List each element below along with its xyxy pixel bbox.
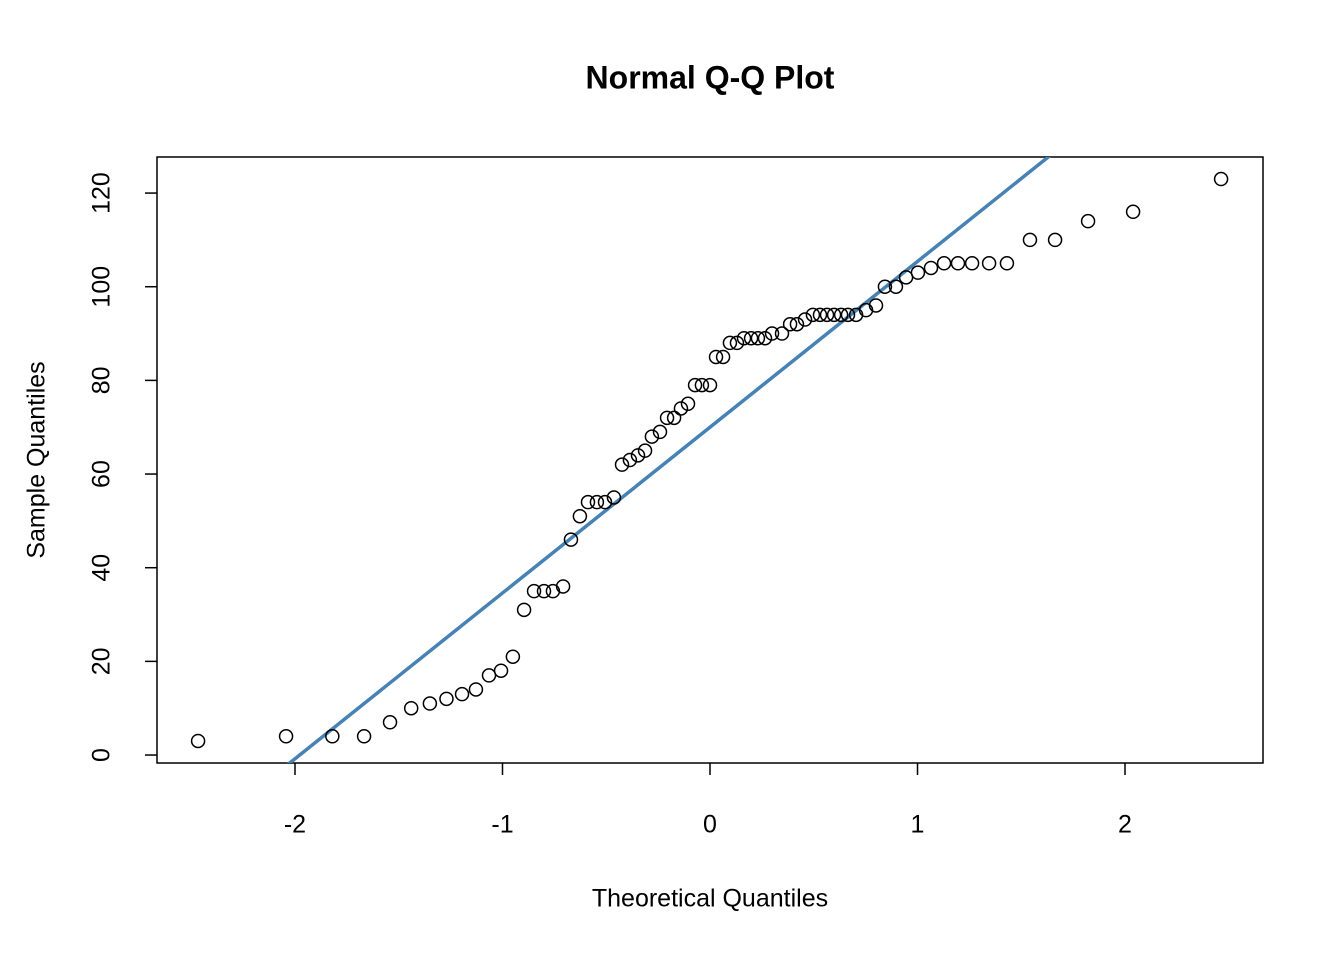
point (526, 583, 542, 599)
point (812, 307, 828, 323)
point (545, 583, 561, 599)
point (505, 649, 521, 664)
point (630, 448, 646, 463)
point (325, 729, 340, 744)
y-axis-label: Sample Quantiles (23, 361, 51, 558)
point (644, 429, 660, 444)
x-axis-label: Theoretical Quantiles (592, 885, 828, 913)
point (694, 377, 710, 393)
point (589, 494, 605, 510)
point (637, 443, 653, 458)
point (715, 349, 731, 365)
point (563, 532, 579, 547)
y-tick-label: 20 (88, 647, 116, 675)
point (439, 691, 454, 707)
point (1080, 213, 1096, 229)
point (898, 270, 914, 285)
point (702, 377, 718, 393)
point (666, 410, 682, 426)
y-tick-label: 100 (88, 266, 116, 308)
point (454, 686, 470, 702)
point (1047, 232, 1063, 248)
point (680, 396, 696, 412)
point (580, 494, 596, 510)
point (840, 307, 856, 323)
x-tick-label: -1 (491, 811, 513, 839)
point (729, 335, 745, 351)
point (833, 307, 849, 323)
point (774, 326, 790, 341)
point (789, 316, 805, 332)
point (382, 715, 398, 730)
point (652, 424, 668, 440)
point (826, 307, 842, 323)
point (964, 256, 980, 271)
point (950, 256, 966, 271)
point (819, 307, 835, 323)
point (797, 312, 813, 327)
point (1213, 171, 1229, 187)
point (278, 729, 294, 744)
point (356, 729, 372, 744)
y-tick-label: 120 (88, 172, 116, 214)
point (555, 579, 571, 594)
point (403, 700, 419, 716)
point (673, 401, 689, 416)
point (757, 330, 773, 346)
point (981, 256, 997, 271)
x-tick-label: -2 (284, 811, 306, 839)
y-tick-label: 80 (88, 366, 116, 394)
point (750, 330, 766, 346)
point (888, 279, 904, 294)
y-tick-label: 60 (88, 460, 116, 488)
point (422, 696, 438, 711)
y-tick-label: 0 (88, 748, 116, 762)
point (659, 410, 675, 426)
x-tick-label: 1 (911, 811, 925, 839)
point (1022, 232, 1038, 248)
point (614, 457, 630, 472)
plot-frame (156, 156, 1264, 764)
point (597, 494, 613, 510)
point (764, 326, 780, 341)
point (622, 452, 638, 468)
point (606, 490, 622, 505)
point (936, 256, 952, 271)
point (572, 508, 588, 524)
point (722, 335, 738, 351)
point (516, 602, 532, 618)
point (877, 279, 893, 294)
point (743, 330, 759, 346)
point (999, 256, 1015, 271)
point (782, 316, 798, 332)
point (910, 265, 926, 280)
point (923, 260, 939, 276)
y-tick-label: 40 (88, 554, 116, 582)
x-tick-label: 0 (703, 811, 717, 839)
x-tick-label: 2 (1118, 811, 1132, 839)
point (481, 668, 497, 683)
point (687, 377, 703, 393)
point (493, 663, 509, 678)
point (805, 307, 821, 323)
point (1125, 204, 1141, 220)
point (708, 349, 724, 365)
point (536, 583, 552, 599)
reference-line (286, 157, 1052, 763)
point (190, 733, 206, 749)
point (736, 330, 752, 346)
chart-title: Normal Q-Q Plot (586, 59, 835, 95)
point (468, 682, 484, 697)
point (868, 298, 884, 313)
